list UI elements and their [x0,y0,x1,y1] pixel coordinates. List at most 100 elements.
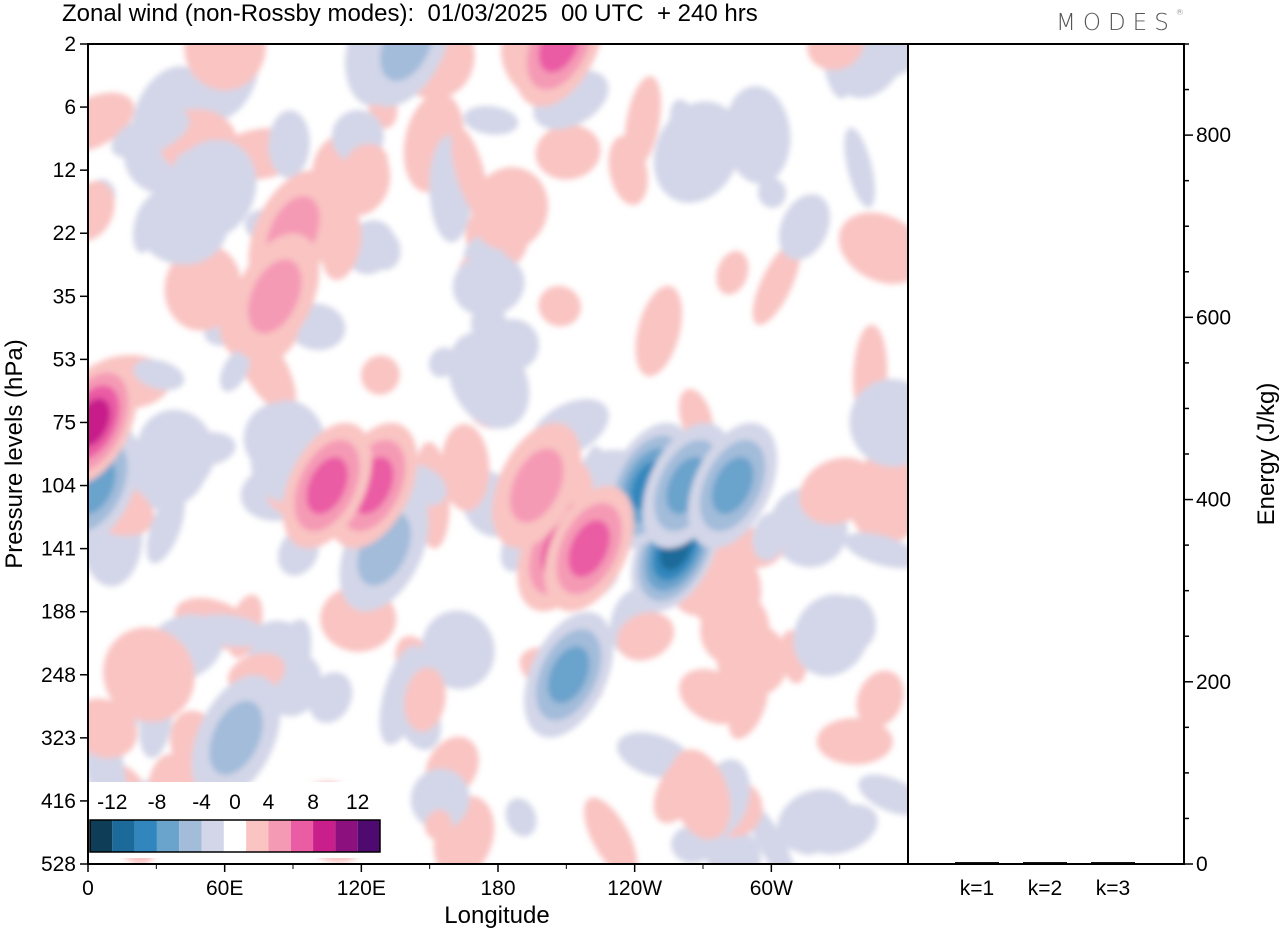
colorbar: -12 -8 -4 0 4 8 12 [84,782,384,858]
colorbar-label: -12 [97,791,127,814]
x-tick-label: 180 [480,877,515,900]
field-patch [424,809,452,840]
colorbar-label: 4 [263,791,275,814]
y-tick-label: 22 [53,222,76,245]
field-patch [838,212,908,284]
energy-tick-label: 400 [1196,489,1231,512]
feature-contour [538,44,581,73]
field-patch [867,44,908,80]
modes-logo: MODES® [1056,8,1184,36]
field-patch [103,627,195,723]
x-axis-label: Longitude [444,902,549,929]
energy-category-label: k=3 [1096,877,1130,900]
field-layers [88,44,908,864]
x-tick-label: 60E [206,877,243,900]
field-patch [219,349,250,392]
y-tick-label: 2 [64,33,76,56]
field-patch [146,491,185,564]
feature-contour [362,44,452,107]
feature-contour [88,457,116,515]
field-patch [133,359,185,391]
energy-bar [955,862,999,865]
y-tick-label: 104 [41,475,76,498]
field-patch [88,698,138,759]
field-patch [706,827,761,864]
colorbar-swatch [246,820,269,852]
field-patch [421,610,495,690]
field-patch [778,194,831,260]
y-tick-label: 416 [41,790,76,813]
energy-category-label: k=1 [960,877,994,900]
colorbar-label: -4 [192,791,211,814]
wind-field [88,44,908,864]
field-patch [856,670,904,728]
colorbar-swatch [357,820,380,852]
y-tick-label: 6 [64,96,76,119]
field-patch [791,821,828,855]
feature-contour [306,457,348,515]
y-tick-label: 141 [41,538,76,561]
field-patch [757,177,787,208]
feature-contour [711,457,754,515]
y-axis-label: Pressure levels (hPa) [1,339,28,568]
field-patch [752,242,801,325]
field-patch [88,181,115,241]
y-tick-label: 75 [53,411,76,434]
field-patch [724,86,791,184]
field-patch [269,619,312,707]
colorbar-swatch [179,820,202,852]
energy-axes: 0 200 400 600 800 k=1 k=2 k=3 Energy (J/kg) [907,43,1280,900]
field-patch [360,355,400,395]
feature-contour [568,520,610,578]
energy-bar [1023,862,1067,865]
colorbar-swatch [223,820,247,852]
energy-tick-label: 0 [1196,853,1208,876]
colorbar-swatch [112,820,135,852]
y-tick-label: 53 [53,348,76,371]
field-patch [471,167,549,251]
feature-contour [510,448,564,523]
field-patch [88,92,135,153]
energy-tick-label: 200 [1196,671,1231,694]
registered-mark: ® [1175,8,1184,17]
field-patch [535,124,601,180]
colorbar-swatch [134,820,157,852]
field-patch [486,319,539,371]
field-patch [428,347,457,378]
field-patch [669,749,731,840]
field-patch [410,768,470,830]
field-patch [635,285,683,377]
colorbar-label: 8 [307,791,319,814]
x-tick-label: 120E [337,877,386,900]
field-patch [366,228,401,271]
field-patch [164,139,257,241]
field-patch [716,250,749,295]
field-patch [669,99,701,158]
field-patch [844,127,876,208]
field-patch [268,110,310,178]
field-patch [830,595,876,651]
field-patch [844,532,908,569]
field-patch [184,44,266,91]
field-patch [616,612,675,661]
logo-text: MODES [1056,10,1176,36]
y-tick-label: 323 [41,727,76,750]
field-patch [728,676,768,740]
energy-bar [1091,862,1135,865]
colorbar-swatch [335,820,358,852]
field-patch [404,667,446,732]
x-tick-label: 120W [607,877,662,900]
x-tick-label: 60W [750,877,793,900]
feature-contour [209,700,263,775]
field-patch [538,285,582,327]
colorbar-swatch [313,820,336,852]
field-patch [463,105,519,135]
colorbar-swatch [268,820,291,852]
field-patch [849,378,908,467]
field-patch [752,512,787,561]
colorbar-label: 12 [346,791,369,814]
energy-tick-label: 800 [1196,124,1231,147]
field-patch [505,798,537,837]
colorbar-frame [89,819,381,853]
